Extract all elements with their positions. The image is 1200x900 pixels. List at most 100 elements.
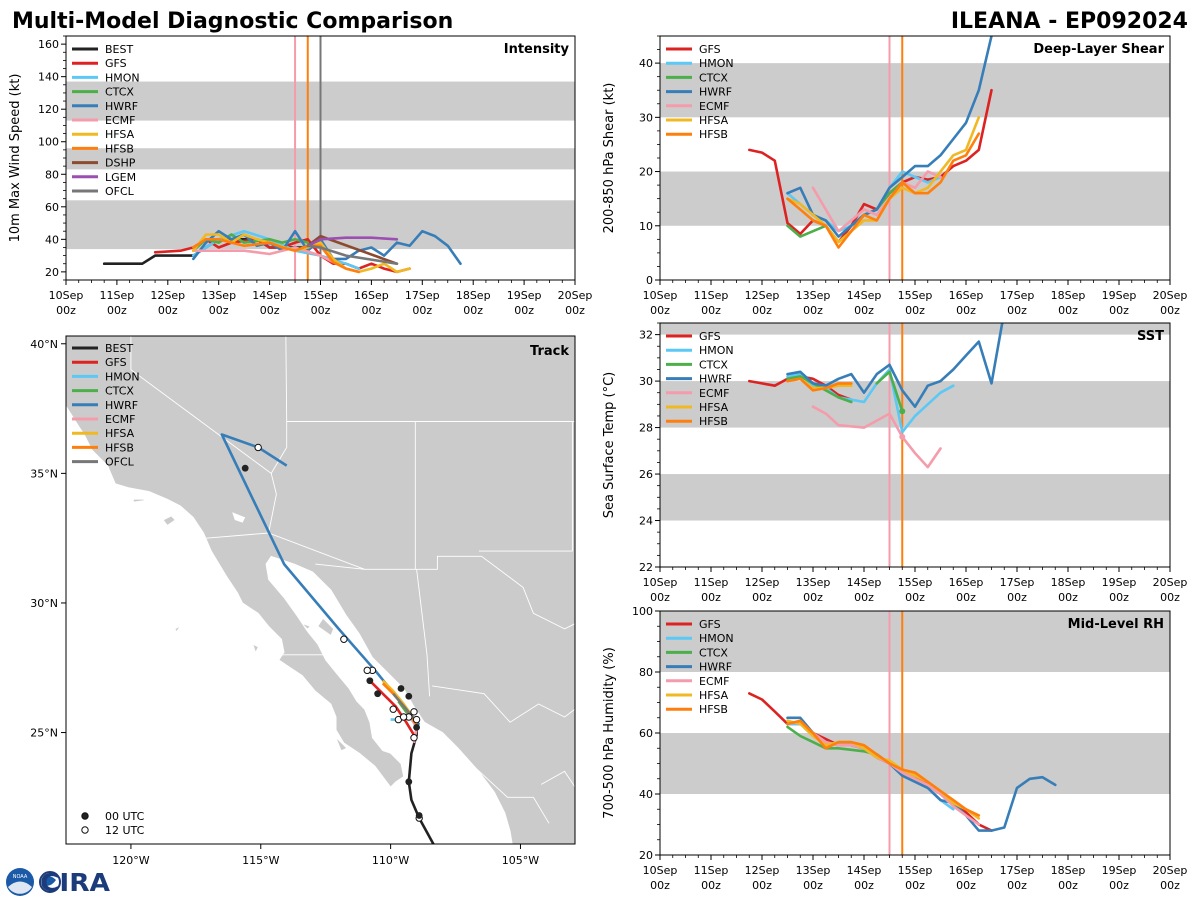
legend-label-track: BEST <box>105 342 133 355</box>
track-marker-00utc-3 <box>405 692 413 700</box>
panel-title-rh: Mid-Level RH <box>1068 617 1164 632</box>
track-marker-12utc-6 <box>389 705 397 713</box>
series-shear-gfs <box>747 88 993 244</box>
xtick-hour-sst: 00z <box>854 591 874 604</box>
xtick-date-intensity: 14Sep <box>252 289 287 302</box>
panel-title-sst: SST <box>1137 329 1164 344</box>
ytick-label-intensity: 120 <box>38 103 59 116</box>
ytick-label-shear: 30 <box>639 111 653 124</box>
xtick-hour-shear: 00z <box>1007 304 1027 317</box>
xtick-hour-shear: 00z <box>1058 304 1078 317</box>
track-marker-00utc-5 <box>366 677 374 685</box>
xtick-date-rh: 12Sep <box>745 864 780 877</box>
xtick-date-sst: 11Sep <box>694 576 729 589</box>
xtick-date-rh: 15Sep <box>898 864 933 877</box>
ytick-label-sst: 26 <box>639 468 653 481</box>
legend-label-shear: HMON <box>699 57 734 70</box>
xtick-label-track: 105°W <box>502 854 539 867</box>
map-border-0 <box>206 532 575 630</box>
xtick-hour-sst: 00z <box>1058 591 1078 604</box>
ytick-label-sst: 32 <box>639 329 653 342</box>
xtick-date-rh: 14Sep <box>847 864 882 877</box>
series-shear-hwrf <box>786 36 993 238</box>
track-marker-00utc-0 <box>415 812 423 819</box>
legend-label-intensity: BEST <box>105 43 133 56</box>
ytick-label-track: 25°N <box>30 727 58 740</box>
plot-area-rh <box>660 611 1170 855</box>
xtick-label-track: 115°W <box>242 854 279 867</box>
legend-label-shear: CTCX <box>699 71 728 84</box>
legend-label-track: HWRF <box>105 399 138 412</box>
ytick-label-intensity: 40 <box>45 233 59 246</box>
ytick-label-shear: 40 <box>639 57 653 70</box>
ytick-label-intensity: 20 <box>45 266 59 279</box>
xtick-hour-shear: 00z <box>956 304 976 317</box>
legend-label-shear: GFS <box>699 43 721 56</box>
panel-title-intensity: Intensity <box>504 42 570 57</box>
xtick-hour-rh: 00z <box>752 879 772 892</box>
panel-rh: 20 40 60 80 100 10Sep 00z 11Sep 00z 12Sep 00z 13Sep… <box>602 605 1187 892</box>
xtick-hour-intensity: 00z <box>412 304 432 317</box>
legend-label-track: CTCX <box>105 385 134 398</box>
ytick-label-intensity: 100 <box>38 136 59 149</box>
xtick-date-rh: 13Sep <box>796 864 831 877</box>
series-sst-ctcx2 <box>875 370 904 413</box>
xtick-hour-sst: 00z <box>1007 591 1027 604</box>
marker-legend-label: 00 UTC <box>105 810 145 823</box>
xtick-date-shear: 16Sep <box>949 289 984 302</box>
xtick-date-shear: 20Sep <box>1153 289 1188 302</box>
xtick-date-rh: 20Sep <box>1153 864 1188 877</box>
panel-sst: 22 24 26 28 30 32 10Sep 00z 11Sep 00z 12Sep 00z 13Se… <box>602 322 1188 604</box>
xtick-hour-intensity: 00z <box>565 304 585 317</box>
panel-title-shear: Deep-Layer Shear <box>1033 42 1164 57</box>
xtick-hour-sst: 00z <box>956 591 976 604</box>
xtick-hour-rh: 00z <box>905 879 925 892</box>
series-sst-hmon <box>786 368 955 434</box>
xtick-hour-intensity: 00z <box>514 304 534 317</box>
series-sst-hfsb <box>786 377 853 392</box>
xtick-hour-sst: 00z <box>752 591 772 604</box>
xtick-date-rh: 16Sep <box>949 864 984 877</box>
ytick-label-rh: 40 <box>639 788 653 801</box>
xtick-hour-rh: 00z <box>956 879 976 892</box>
panel-shear: 0 10 20 30 40 10Sep 00z 11Sep 00z 12Sep 00z 13Sep 00… <box>602 35 1188 317</box>
map-border-8 <box>315 563 365 570</box>
xtick-hour-rh: 00z <box>701 879 721 892</box>
legend-label-track: HMON <box>105 370 140 383</box>
legend-label-rh: HFSB <box>699 703 728 716</box>
legend-label-shear: HWRF <box>699 86 732 99</box>
ytick-label-track: 35°N <box>30 467 58 480</box>
legend-label-sst: ECMF <box>699 387 729 400</box>
map-island-5 <box>302 623 311 630</box>
xtick-date-rh: 18Sep <box>1051 864 1086 877</box>
xtick-hour-rh: 00z <box>650 879 670 892</box>
legend-label-track: GFS <box>105 356 127 369</box>
track-marker-12utc-2 <box>412 715 421 724</box>
xtick-date-intensity: 18Sep <box>456 289 491 302</box>
legend-label-intensity: HWRF <box>105 100 138 113</box>
xtick-date-intensity: 17Sep <box>405 289 440 302</box>
legend-label-intensity: HFSB <box>105 142 134 155</box>
legend-label-sst: HFSB <box>699 415 728 428</box>
legend-label-shear: ECMF <box>699 100 729 113</box>
band-shear-1 <box>660 63 1170 118</box>
xtick-hour-intensity: 00z <box>311 304 331 317</box>
xtick-date-sst: 19Sep <box>1102 576 1137 589</box>
xtick-hour-rh: 00z <box>1007 879 1027 892</box>
ytick-label-intensity: 80 <box>45 168 59 181</box>
xtick-date-sst: 20Sep <box>1153 576 1188 589</box>
legend-label-track: ECMF <box>105 413 135 426</box>
xtick-label-track: 120°W <box>112 854 149 867</box>
legend-label-sst: CTCX <box>699 358 728 371</box>
legend-label-rh: HMON <box>699 632 734 645</box>
cira-logo: NOAA CIRA <box>6 868 111 897</box>
map-border-12 <box>540 770 575 788</box>
track-marker-00utc-6 <box>374 690 382 698</box>
ylabel-intensity: 10m Max Wind Speed (kt) <box>8 74 23 243</box>
track-marker-12utc-11 <box>399 713 408 721</box>
xtick-date-shear: 15Sep <box>898 289 933 302</box>
map-lake-0 <box>232 512 246 523</box>
legend-label-sst: HMON <box>699 344 734 357</box>
series-intensity-hfsa <box>192 233 411 274</box>
